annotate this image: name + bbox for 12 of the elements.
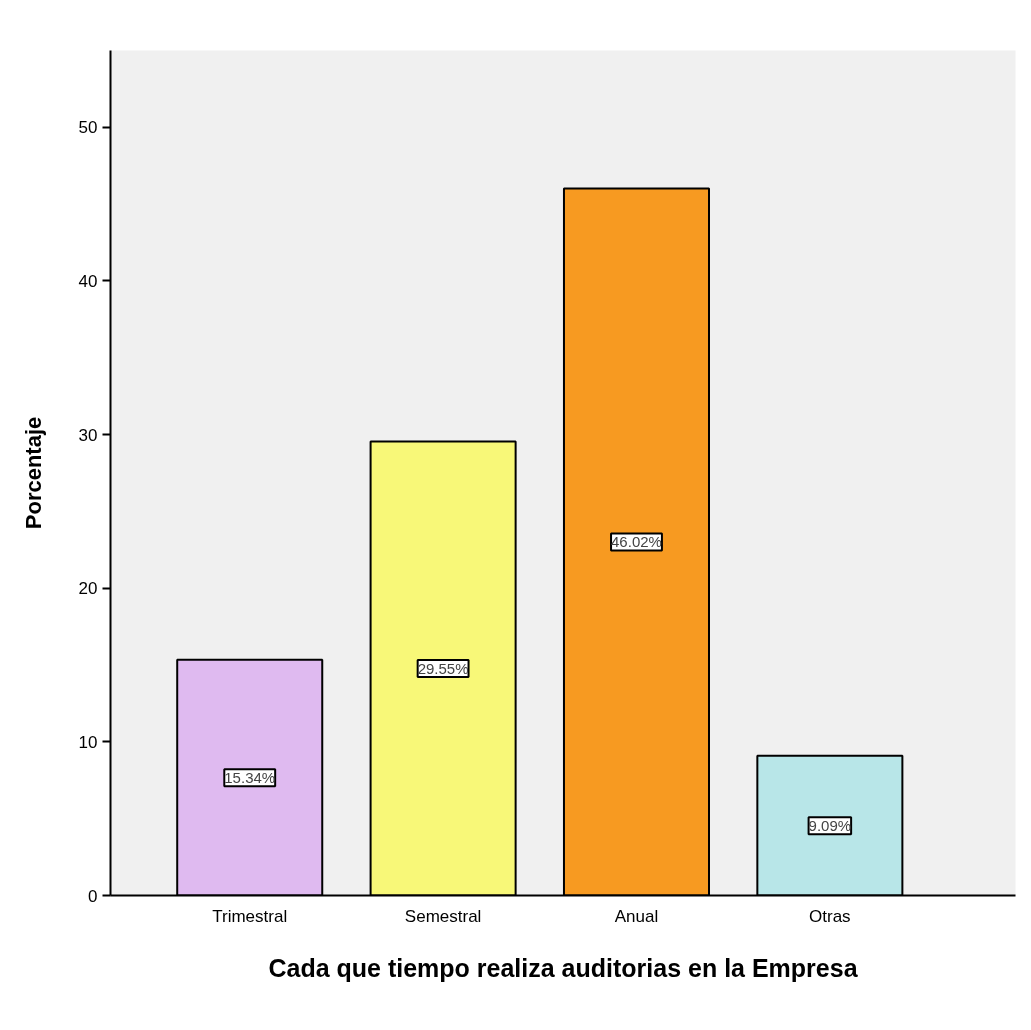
y-tick-label: 50 xyxy=(78,118,98,138)
x-axis-title: Cada que tiempo realiza auditorias en la Empresa xyxy=(268,953,859,982)
y-axis-title: Porcentaje xyxy=(20,416,46,530)
x-tick-label: Semestral xyxy=(404,906,482,926)
x-tick-label: Otras xyxy=(809,906,851,926)
x-tick-label: Anual xyxy=(614,906,659,926)
y-tick-label: 10 xyxy=(78,732,98,752)
x-tick-label: Trimestral xyxy=(212,906,288,926)
y-tick-label: 0 xyxy=(88,886,98,906)
y-tick-label: 40 xyxy=(78,271,98,291)
y-tick-label: 20 xyxy=(78,579,98,599)
y-tick-label: 30 xyxy=(78,425,98,445)
